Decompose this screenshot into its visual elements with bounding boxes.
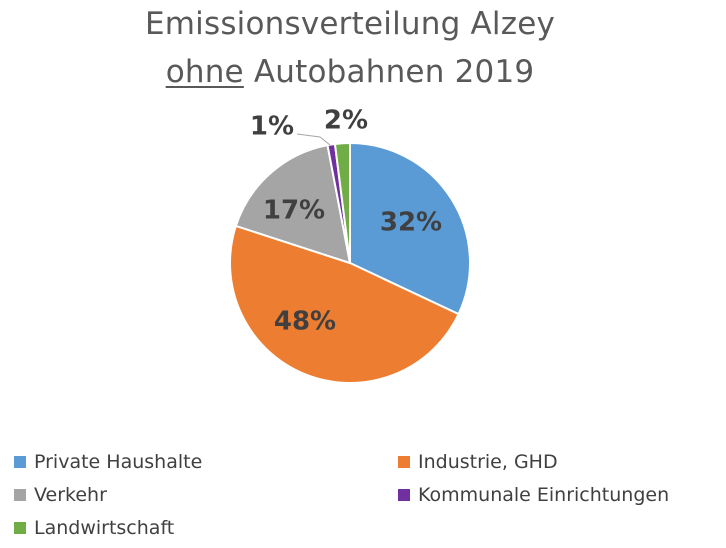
data-label: 1% [250,112,294,142]
legend-item: Private Haushalte [14,451,202,473]
legend-swatch [398,489,410,501]
legend-swatch [398,456,410,468]
legend-item: Verkehr [14,484,107,506]
legend-swatch [14,489,26,501]
pie-slice-industrie-ghd [229,224,460,385]
pie-slice-private-haushalte [349,141,471,316]
pie-slice-verkehr [234,143,352,265]
title-underlined-word: ohne [165,54,244,90]
legend-swatch [14,522,26,534]
chart-title-line-2: ohne Autobahnen 2019 [0,54,700,90]
title-rest: Autobahnen 2019 [243,54,535,90]
data-label: 48% [274,307,336,337]
legend-label: Landwirtschaft [34,517,175,539]
legend-item: Industrie, GHD [398,451,558,473]
data-label: 32% [380,208,442,238]
chart-title-line-1: Emissionsverteilung Alzey [144,6,556,42]
leader-line [296,133,331,146]
legend-label: Kommunale Einrichtungen [418,484,670,506]
pie-slice-landwirtschaft [333,141,351,264]
legend-item: Landwirtschaft [14,517,174,539]
legend-label: Verkehr [34,484,107,506]
legend-item: Kommunale Einrichtungen [398,484,669,506]
legend-label: Industrie, GHD [418,451,558,473]
data-label: 2% [324,106,368,136]
data-label: 17% [263,196,325,226]
legend-swatch [14,456,26,468]
legend-label: Private Haushalte [34,451,203,473]
